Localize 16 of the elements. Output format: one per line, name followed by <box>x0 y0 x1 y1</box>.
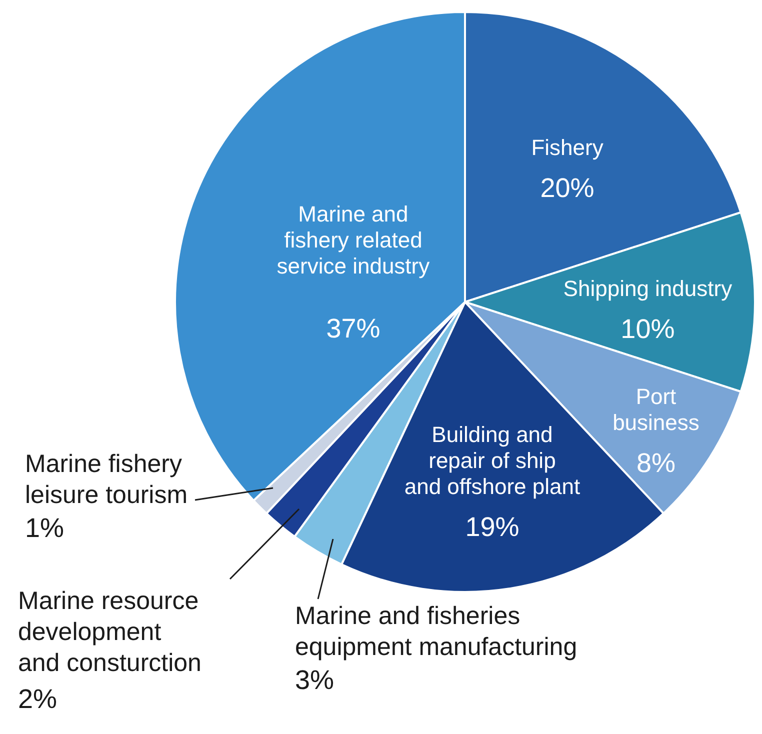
data-label: 37% <box>326 314 380 344</box>
slice-label: Building and repair of ship and offshore plant <box>404 422 580 499</box>
data-label: 3% <box>295 665 334 695</box>
data-label: 19% <box>465 512 520 542</box>
data-label: 1% <box>25 513 64 543</box>
slice-label: Marine and fisheries equipment manufacturing <box>295 602 578 661</box>
data-label: 20% <box>540 173 594 204</box>
slice-label: Shipping industry <box>563 276 732 301</box>
slice-label: Fishery <box>531 135 604 160</box>
data-label: 10% <box>620 314 675 344</box>
slice-label: Marine resource development and consturction <box>18 587 202 677</box>
data-label: 2% <box>18 684 58 714</box>
slice-label: Marine and fishery related service industry <box>276 202 430 279</box>
slice-label: Marine fishery leisure tourism <box>25 450 188 509</box>
data-label: 8% <box>636 448 676 478</box>
slice-label: Port business <box>612 384 700 436</box>
